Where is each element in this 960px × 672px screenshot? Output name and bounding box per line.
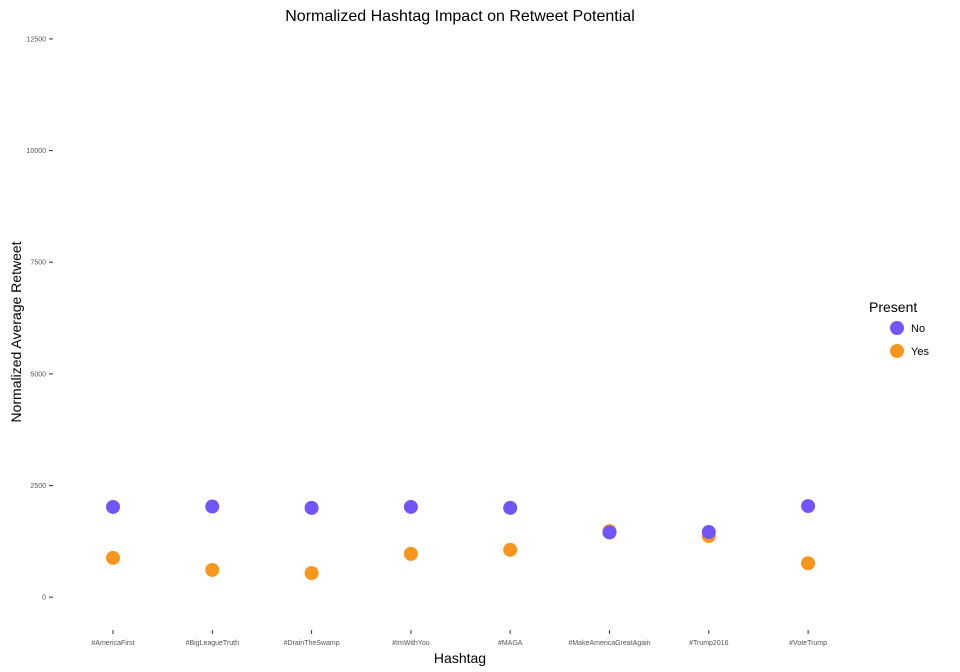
data-point-no — [205, 499, 220, 514]
y-tick-label: 2500 — [30, 483, 46, 490]
data-point-no — [602, 525, 617, 540]
legend-key-yes — [890, 344, 904, 358]
data-point-no — [801, 499, 816, 514]
x-tick-label: #MakeAmericaGreatAgain — [568, 640, 650, 647]
data-point-yes — [801, 556, 816, 571]
x-tick-label: #VoteTrump — [789, 640, 827, 647]
data-point-yes — [503, 542, 518, 557]
legend-title: Present — [869, 299, 917, 315]
y-tick-label: 12500 — [27, 36, 47, 43]
legend-key-no — [890, 321, 904, 335]
data-point-no — [106, 499, 120, 514]
data-point-yes — [304, 566, 319, 581]
x-tick-label: #MAGA — [498, 640, 523, 647]
data-point-no — [304, 500, 319, 515]
data-point-no — [503, 500, 518, 515]
y-tick-label: 5000 — [30, 371, 46, 378]
chart-title: Normalized Hashtag Impact on Retweet Pot… — [285, 8, 635, 25]
x-axis-title: Hashtag — [434, 650, 486, 666]
legend-label-no: No — [911, 323, 925, 335]
x-tick-label: #BigLeagueTruth — [186, 640, 240, 647]
y-tick-label: 10000 — [27, 148, 47, 155]
data-point-yes — [403, 546, 418, 561]
y-tick-label: 0 — [42, 595, 46, 602]
x-tick-label: #Trump2016 — [689, 640, 729, 647]
y-axis-title: Normalized Average Retweet — [8, 241, 24, 422]
data-point-yes — [205, 562, 220, 577]
y-axis: 0 2500 5000 7500 10000 12500 — [27, 36, 53, 602]
data-point-yes — [106, 550, 120, 565]
data-point-no — [403, 499, 418, 514]
y-tick-label: 7500 — [30, 260, 46, 267]
data-point-no — [701, 524, 716, 539]
legend-label-yes: Yes — [911, 346, 929, 358]
x-tick-label: #ImWithYou — [392, 640, 430, 647]
data-points — [106, 499, 816, 581]
x-tick-label: #AmericaFirst — [91, 640, 134, 647]
legend: Present No Yes — [869, 299, 929, 358]
x-tick-label: #DrainTheSwamp — [284, 640, 340, 647]
x-axis: #AmericaFirst #BigLeagueTruth #DrainTheSwa… — [91, 630, 827, 647]
